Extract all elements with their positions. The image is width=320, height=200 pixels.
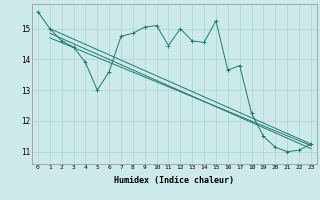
X-axis label: Humidex (Indice chaleur): Humidex (Indice chaleur) — [115, 176, 234, 185]
